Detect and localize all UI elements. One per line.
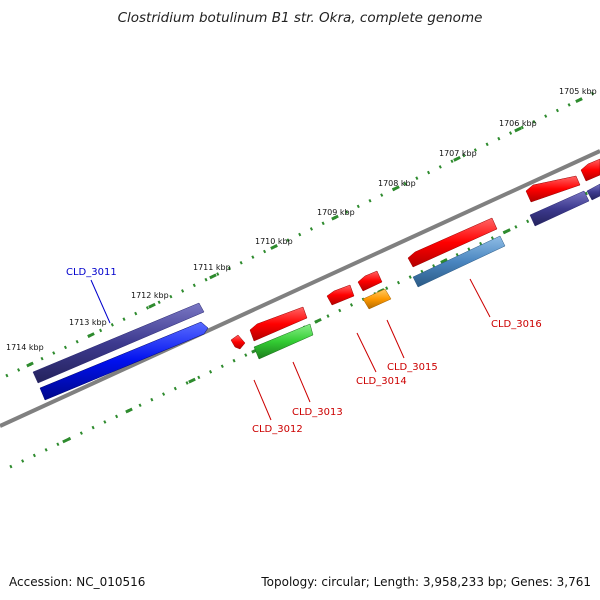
gene-feature-red[interactable]: [357, 270, 383, 292]
gene-feature-red[interactable]: [525, 175, 581, 203]
major-tick: [148, 302, 156, 309]
gene-feature-cld3013[interactable]: [253, 323, 314, 360]
accession-text: Accession: NC_010516: [9, 575, 145, 589]
gene-label-cld3015[interactable]: CLD_3015: [387, 362, 438, 373]
major-tick: [87, 332, 95, 338]
major-tick: [514, 126, 522, 133]
gene-feature-cld3014[interactable]: [326, 284, 355, 306]
tick-label: 1711 kbp: [193, 263, 231, 272]
gene-feature-cld3012[interactable]: [230, 334, 246, 350]
tick-label: 1713 kbp: [69, 318, 107, 327]
gene-feature-cld3015[interactable]: [362, 288, 392, 310]
gene-feature-red[interactable]: [407, 217, 498, 268]
gene-feature-red[interactable]: [249, 306, 308, 342]
genome-summary-text: Topology: circular; Length: 3,958,233 bp…: [260, 575, 591, 589]
major-tick: [125, 407, 133, 414]
major-tick: [209, 273, 217, 280]
major-tick: [392, 185, 400, 192]
major-tick: [188, 377, 196, 384]
tick-label: 1707 kbp: [439, 149, 477, 158]
leader-line: [292, 361, 311, 403]
major-tick: [503, 228, 511, 234]
tick-labels: 1705 kbp 1706 kbp 1707 kbp 1708 kbp 1709…: [6, 87, 597, 352]
leader-line: [90, 279, 111, 324]
gene-label-cld3011[interactable]: CLD_3011: [66, 267, 117, 278]
gene-labels: CLD_3011 CLD_3012 CLD_3013 CLD_3014 CLD_…: [66, 267, 542, 435]
gene-label-cld3014[interactable]: CLD_3014: [356, 376, 407, 387]
gene-feature-navy[interactable]: [586, 183, 600, 201]
map-title: Clostridium botulinum B1 str. Okra, comp…: [118, 10, 483, 26]
leader-line: [356, 332, 377, 373]
label-leaders: [90, 278, 491, 421]
major-tick: [26, 361, 34, 368]
leader-line: [469, 278, 491, 318]
major-tick: [270, 244, 278, 250]
gene-label-cld3016[interactable]: CLD_3016: [491, 319, 542, 330]
leader-line: [386, 319, 405, 359]
genome-backbone: [0, 149, 600, 428]
major-ticks: [26, 97, 583, 444]
tick-label: 1705 kbp: [559, 87, 597, 96]
tick-label: 1709 kbp: [317, 208, 355, 217]
major-tick: [62, 437, 70, 444]
tick-label: 1712 kbp: [131, 291, 169, 300]
gene-feature-red[interactable]: [580, 158, 600, 182]
tick-label: 1706 kbp: [499, 119, 537, 128]
features: [32, 158, 600, 401]
gene-feature-navy[interactable]: [32, 302, 205, 384]
tick-label: 1708 kbp: [378, 179, 416, 188]
gene-feature-cld3016[interactable]: [412, 235, 506, 288]
gene-feature-cld3011[interactable]: [39, 321, 209, 401]
tick-label: 1714 kbp: [6, 343, 44, 352]
tick-label: 1710 kbp: [255, 237, 293, 246]
major-tick: [314, 317, 322, 324]
gene-label-cld3012[interactable]: CLD_3012: [252, 424, 303, 435]
leader-line: [253, 379, 272, 421]
gene-feature-navy[interactable]: [529, 190, 590, 227]
major-tick: [575, 97, 583, 103]
major-tick: [453, 155, 461, 162]
gene-label-cld3013[interactable]: CLD_3013: [292, 407, 343, 418]
major-tick: [440, 258, 448, 264]
major-tick: [331, 214, 339, 221]
